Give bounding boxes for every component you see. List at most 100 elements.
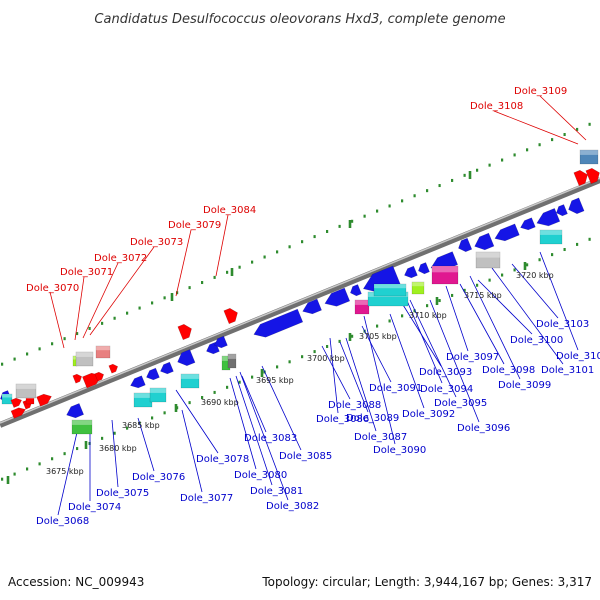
major-tick-mark <box>260 369 264 377</box>
tick-mark <box>351 334 354 338</box>
tick-mark <box>338 339 341 343</box>
gene-feature <box>72 373 83 384</box>
gene-label: Dole_3099 <box>498 380 551 391</box>
gene-feature <box>177 324 192 341</box>
major-tick-mark <box>174 404 178 412</box>
gene-feature <box>494 223 520 242</box>
tick-mark <box>501 273 504 277</box>
tick-mark <box>201 281 204 285</box>
tick-mark <box>126 311 129 315</box>
major-tick-mark <box>84 441 88 449</box>
gene-feature <box>475 251 501 269</box>
gene-feature <box>350 284 362 297</box>
callout-line <box>429 299 480 423</box>
tick-mark <box>238 265 241 269</box>
callout-line <box>445 285 469 352</box>
tick-label: 3685 kbp <box>122 421 160 430</box>
gene-labels: Dole_3070 Dole_3071 Dole_3072 Dole_3073 Dole… <box>26 86 600 527</box>
gene-label: Dole_3094 <box>420 384 473 395</box>
callout-line <box>469 275 521 380</box>
gene-feature <box>539 229 563 245</box>
tick-mark <box>63 337 66 341</box>
tick-mark <box>51 342 54 346</box>
tick-mark <box>213 390 216 394</box>
gene-label: Dole_3090 <box>373 445 426 456</box>
gene-label: Dole_3084 <box>203 205 256 216</box>
tick-label: 3720 kbp <box>516 271 554 280</box>
gene-label: Dole_3085 <box>279 451 332 462</box>
gene-feature <box>130 375 146 389</box>
tick-mark <box>351 219 354 223</box>
tick-mark <box>188 401 191 405</box>
callout-line <box>89 246 155 336</box>
gene-feature <box>411 281 425 295</box>
gene-feature <box>223 308 238 325</box>
tick-mark <box>588 122 591 126</box>
tick-mark <box>288 360 291 364</box>
tick-mark <box>251 260 254 264</box>
gene-feature <box>75 351 94 367</box>
gene-label: Dole_3088 <box>328 400 381 411</box>
major-tick-mark <box>230 268 234 276</box>
callout-line <box>409 299 457 398</box>
gene-feature <box>94 371 105 382</box>
tick-mark <box>88 326 91 330</box>
tick-mark <box>413 309 416 313</box>
callout-line <box>181 409 203 493</box>
callout-line <box>511 263 559 319</box>
tick-mark <box>426 189 429 193</box>
gene-features <box>0 149 600 435</box>
callout-line <box>389 313 425 409</box>
genome-backbone <box>0 177 600 428</box>
tick-mark <box>301 355 304 359</box>
callout-line <box>539 95 587 141</box>
gene-label: Dole_3077 <box>180 493 233 504</box>
callout-line <box>339 341 369 413</box>
gene-feature <box>354 299 370 315</box>
gene-feature <box>36 393 52 407</box>
tick-mark <box>163 411 166 415</box>
tick-mark <box>338 224 341 228</box>
gene-feature <box>133 392 153 408</box>
callout-line <box>493 110 579 145</box>
gene-label: Dole_3083 <box>244 433 297 444</box>
gene-label: Dole_3074 <box>68 502 121 513</box>
tick-mark <box>76 332 79 336</box>
callout-line <box>239 371 289 501</box>
tick-label: 3690 kbp <box>201 398 239 407</box>
gene-feature <box>149 387 167 403</box>
gene-feature <box>227 353 237 369</box>
gene-label: Dole_3080 <box>234 470 287 481</box>
callout-line <box>175 229 192 297</box>
callout-line <box>345 337 377 432</box>
callout-line <box>175 389 219 454</box>
gene-label: Dole_3076 <box>132 472 185 483</box>
tick-mark <box>588 237 591 241</box>
gene-label: Dole_3073 <box>130 237 183 248</box>
tick-mark <box>538 258 541 262</box>
gene-label: Dole_3100 <box>510 335 563 346</box>
tick-label: 3680 kbp <box>99 444 137 453</box>
tick-mark <box>376 209 379 213</box>
gene-feature <box>10 397 22 408</box>
tick-mark <box>376 324 379 328</box>
tick-mark <box>26 352 29 356</box>
tick-mark <box>188 286 191 290</box>
gene-feature <box>404 265 418 279</box>
tick-mark <box>401 314 404 318</box>
gene-feature <box>146 367 160 381</box>
tick-mark <box>363 214 366 218</box>
tick-mark <box>13 472 16 476</box>
tick-label: 3715 kbp <box>464 291 502 300</box>
tick-mark <box>326 229 329 233</box>
gene-label: Dole_3087 <box>354 432 407 443</box>
gene-feature <box>180 373 200 389</box>
gene-label: Dole_3086 <box>316 414 369 425</box>
gene-label: Dole_3075 <box>96 488 149 499</box>
major-tick-mark <box>170 293 174 301</box>
gene-label: Dole_3096 <box>457 423 510 434</box>
genome-backbone-highlight <box>0 177 600 424</box>
gene-feature <box>373 283 407 297</box>
gene-feature <box>536 208 561 227</box>
gene-label: Dole_3078 <box>196 454 249 465</box>
